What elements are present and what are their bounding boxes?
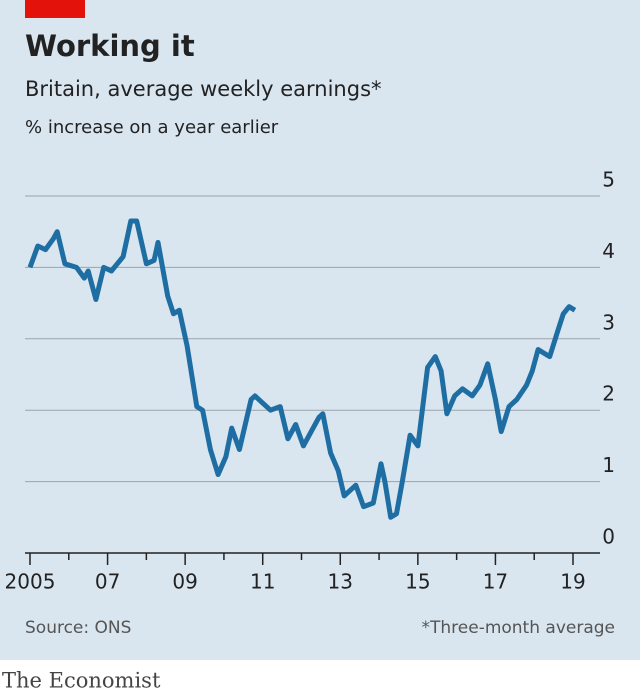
y-tick-label: 3: [602, 310, 615, 334]
x-tick-label: 11: [250, 570, 275, 594]
chart-subtitle: Britain, average weekly earnings*: [25, 77, 382, 101]
red-tab: [25, 0, 85, 18]
data-line: [27, 218, 577, 520]
y-tick-label: 5: [602, 168, 615, 192]
y-tick-label: 1: [602, 453, 615, 477]
publisher: The Economist: [2, 669, 161, 693]
source: Source: ONS: [25, 618, 131, 638]
x-tick-label: 09: [172, 570, 197, 594]
footnote: *Three-month average: [422, 618, 616, 638]
y-tick-label: 0: [602, 525, 615, 549]
unit-label: % increase on a year earlier: [25, 117, 279, 138]
chart-title: Working it: [25, 29, 195, 63]
x-tick-label: 15: [405, 570, 430, 594]
x-tick-label: 07: [95, 570, 120, 594]
background: [0, 0, 640, 660]
x-tick-label: 2005: [5, 570, 56, 594]
y-tick-label: 4: [602, 239, 615, 263]
x-tick-label: 17: [483, 570, 508, 594]
x-tick-label: 13: [328, 570, 353, 594]
y-tick-label: 2: [602, 382, 615, 406]
x-tick-label: 19: [560, 570, 585, 594]
